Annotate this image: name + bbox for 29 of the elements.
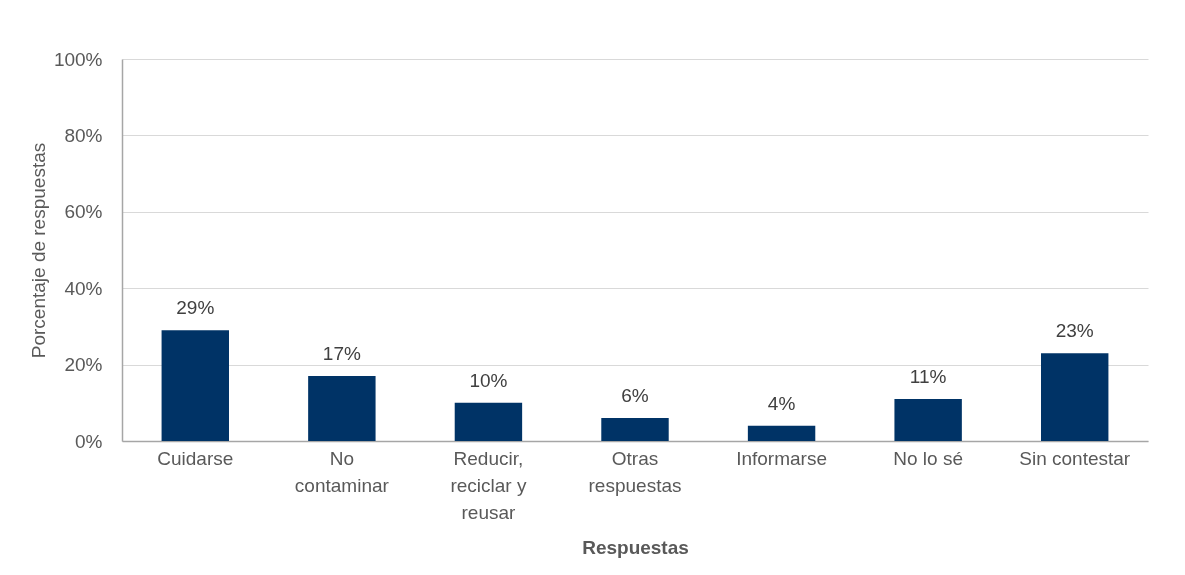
data-label: 6% (621, 385, 649, 407)
data-label: 29% (176, 297, 215, 319)
x-tick-label: No lo sé (893, 447, 963, 469)
y-tick-label: 100% (53, 48, 103, 70)
bar (454, 402, 523, 441)
y-tick-label: 60% (64, 201, 103, 223)
x-tick-label: Reducir, reciclar y reusar (450, 447, 527, 523)
data-label: 11% (909, 365, 947, 387)
bar (1041, 353, 1109, 441)
data-label: 4% (767, 392, 796, 414)
bar (601, 418, 669, 441)
y-tick-label: 0% (75, 430, 103, 452)
bar (308, 376, 376, 441)
y-tick-label: 20% (64, 354, 103, 376)
x-tick-label: No contaminar (294, 447, 390, 496)
bar (747, 425, 816, 441)
data-label: 17% (322, 343, 361, 365)
x-tick-label: Informarse (736, 447, 827, 469)
y-tick-label: 80% (64, 124, 103, 146)
x-axis-title: Respuestas (582, 536, 689, 558)
y-axis-title: Porcentaje de respuestas (27, 142, 49, 359)
x-tick-label: Sin contestar (1019, 447, 1131, 469)
x-tick-label: Cuidarse (157, 447, 234, 469)
y-tick-label: 40% (64, 277, 103, 299)
bar (894, 398, 962, 441)
data-label: 10% (469, 369, 508, 391)
x-tick-label: Otras respuestas (588, 447, 682, 496)
bar (161, 330, 229, 441)
data-label: 23% (1055, 320, 1094, 342)
